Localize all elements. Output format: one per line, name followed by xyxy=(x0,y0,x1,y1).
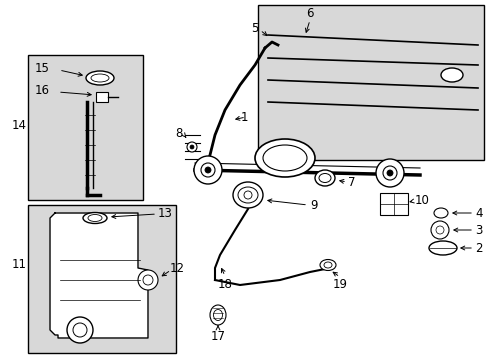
Text: 12: 12 xyxy=(170,261,184,274)
Text: 18: 18 xyxy=(217,278,232,291)
Text: 4: 4 xyxy=(474,207,482,220)
Text: 5: 5 xyxy=(251,22,259,35)
Ellipse shape xyxy=(324,262,331,268)
Text: 13: 13 xyxy=(158,207,173,220)
Circle shape xyxy=(204,167,210,173)
Circle shape xyxy=(142,275,153,285)
Ellipse shape xyxy=(232,182,263,208)
Ellipse shape xyxy=(440,68,462,82)
Circle shape xyxy=(430,221,448,239)
Ellipse shape xyxy=(433,208,447,218)
Circle shape xyxy=(190,145,194,149)
Ellipse shape xyxy=(91,74,109,82)
Bar xyxy=(258,5,483,160)
Ellipse shape xyxy=(263,145,306,171)
Circle shape xyxy=(186,142,197,152)
Text: 10: 10 xyxy=(414,194,429,207)
Ellipse shape xyxy=(238,187,258,203)
Bar xyxy=(28,205,176,353)
Text: 14: 14 xyxy=(12,118,27,131)
Ellipse shape xyxy=(213,310,222,320)
Polygon shape xyxy=(50,213,148,338)
Text: 9: 9 xyxy=(309,198,317,212)
Bar xyxy=(96,92,108,102)
Ellipse shape xyxy=(83,212,107,224)
Circle shape xyxy=(382,166,396,180)
Circle shape xyxy=(435,226,443,234)
Circle shape xyxy=(73,323,87,337)
Circle shape xyxy=(194,156,222,184)
Ellipse shape xyxy=(86,71,114,85)
Circle shape xyxy=(244,191,251,199)
Ellipse shape xyxy=(88,215,102,221)
Text: 1: 1 xyxy=(240,111,247,123)
Text: 16: 16 xyxy=(35,84,50,96)
Text: 15: 15 xyxy=(35,62,50,75)
Circle shape xyxy=(67,317,93,343)
Bar xyxy=(28,55,142,200)
Text: 3: 3 xyxy=(474,224,481,237)
Text: 6: 6 xyxy=(305,6,313,19)
Circle shape xyxy=(386,170,392,176)
Ellipse shape xyxy=(314,170,334,186)
Ellipse shape xyxy=(209,305,225,325)
Circle shape xyxy=(201,163,215,177)
Ellipse shape xyxy=(428,241,456,255)
Text: 19: 19 xyxy=(332,278,347,291)
Text: 8: 8 xyxy=(175,126,183,140)
Text: 7: 7 xyxy=(347,176,355,189)
Bar xyxy=(379,193,407,215)
Circle shape xyxy=(375,159,403,187)
Text: 17: 17 xyxy=(210,330,225,343)
Ellipse shape xyxy=(318,174,330,183)
Ellipse shape xyxy=(319,260,335,270)
Text: 11: 11 xyxy=(12,258,27,271)
Circle shape xyxy=(138,270,158,290)
Ellipse shape xyxy=(254,139,314,177)
Text: 2: 2 xyxy=(474,242,482,255)
